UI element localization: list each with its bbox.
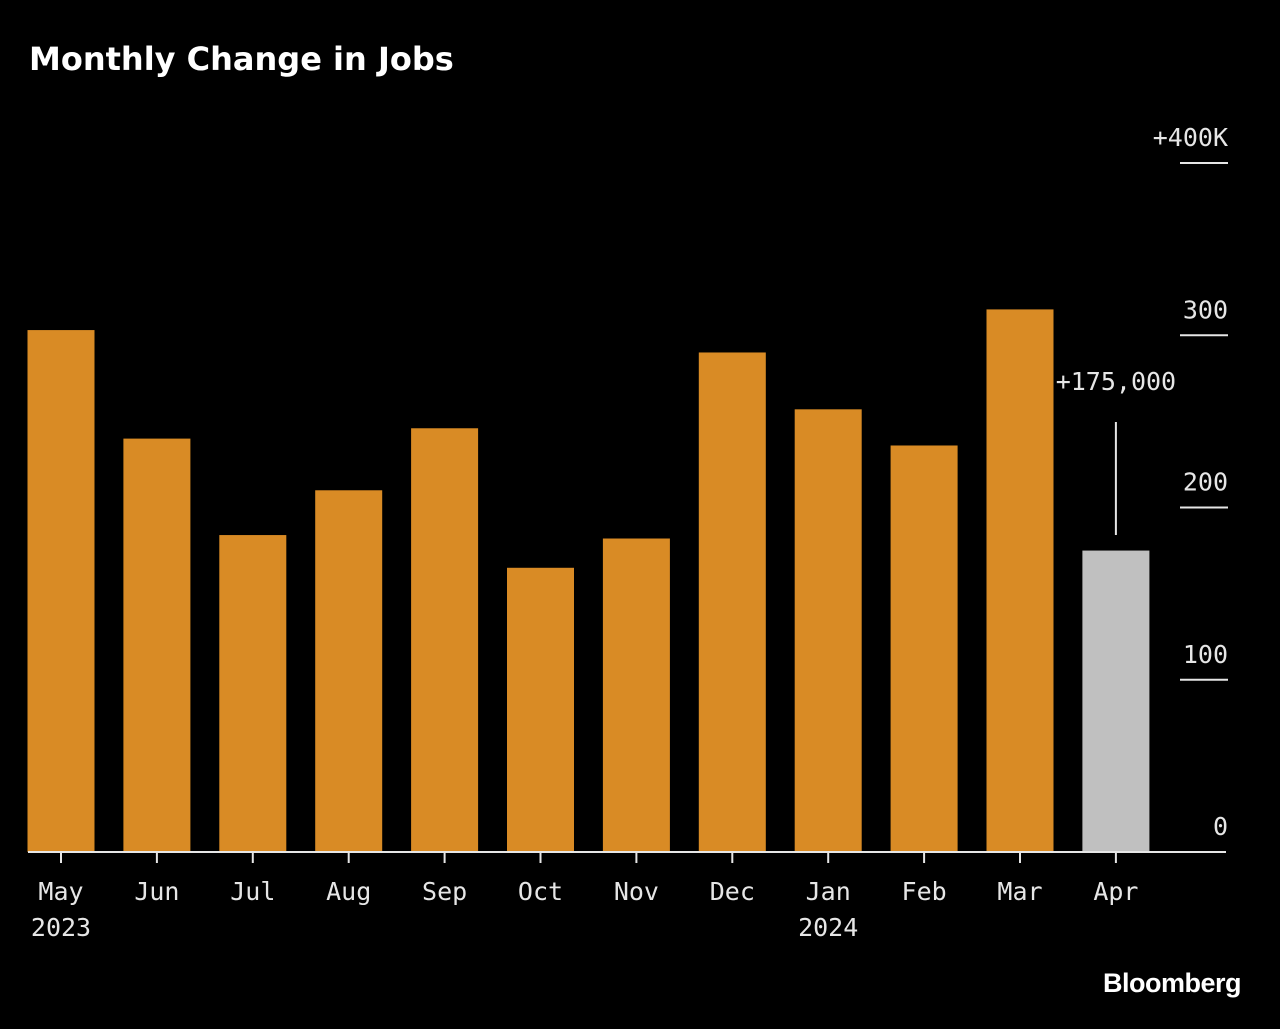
x-tick-label: Jul — [230, 877, 275, 906]
chart-title: Monthly Change in Jobs — [29, 40, 454, 78]
bloomberg-logo: Bloomberg — [1102, 968, 1242, 998]
x-year-label: 2024 — [798, 913, 858, 942]
bar-apr — [1082, 550, 1150, 852]
x-tick-label: Oct — [518, 877, 563, 906]
x-tick-label: Feb — [902, 877, 947, 906]
bar-nov — [602, 538, 670, 852]
bar-sep — [411, 428, 479, 852]
bar-dec — [698, 352, 766, 852]
y-tick-label: +400K — [1153, 123, 1228, 152]
annotation-label: +175,000 — [1056, 367, 1176, 396]
x-tick-label: Mar — [997, 877, 1042, 906]
x-tick-label: Jan — [806, 877, 851, 906]
x-year-label: 2023 — [31, 913, 91, 942]
y-tick-label: 0 — [1213, 812, 1228, 841]
bar-mar — [986, 309, 1054, 853]
x-tick-label: Apr — [1093, 877, 1138, 906]
x-tick-label: Jun — [134, 877, 179, 906]
bar-feb — [890, 445, 958, 852]
bar-may — [27, 330, 95, 852]
x-tick-label: Nov — [614, 877, 659, 906]
y-tick-label: 200 — [1183, 468, 1228, 497]
x-tick-label: Aug — [326, 877, 371, 906]
x-tick-label: May — [38, 877, 83, 906]
bar-jun — [123, 438, 191, 852]
x-tick-label: Sep — [422, 877, 467, 906]
y-tick-label: 300 — [1183, 295, 1228, 324]
y-tick-label: 100 — [1183, 640, 1228, 669]
bar-jul — [219, 535, 287, 852]
x-tick-label: Dec — [710, 877, 755, 906]
bar-oct — [507, 567, 574, 852]
bar-jan — [794, 409, 862, 852]
bar-aug — [315, 490, 383, 852]
